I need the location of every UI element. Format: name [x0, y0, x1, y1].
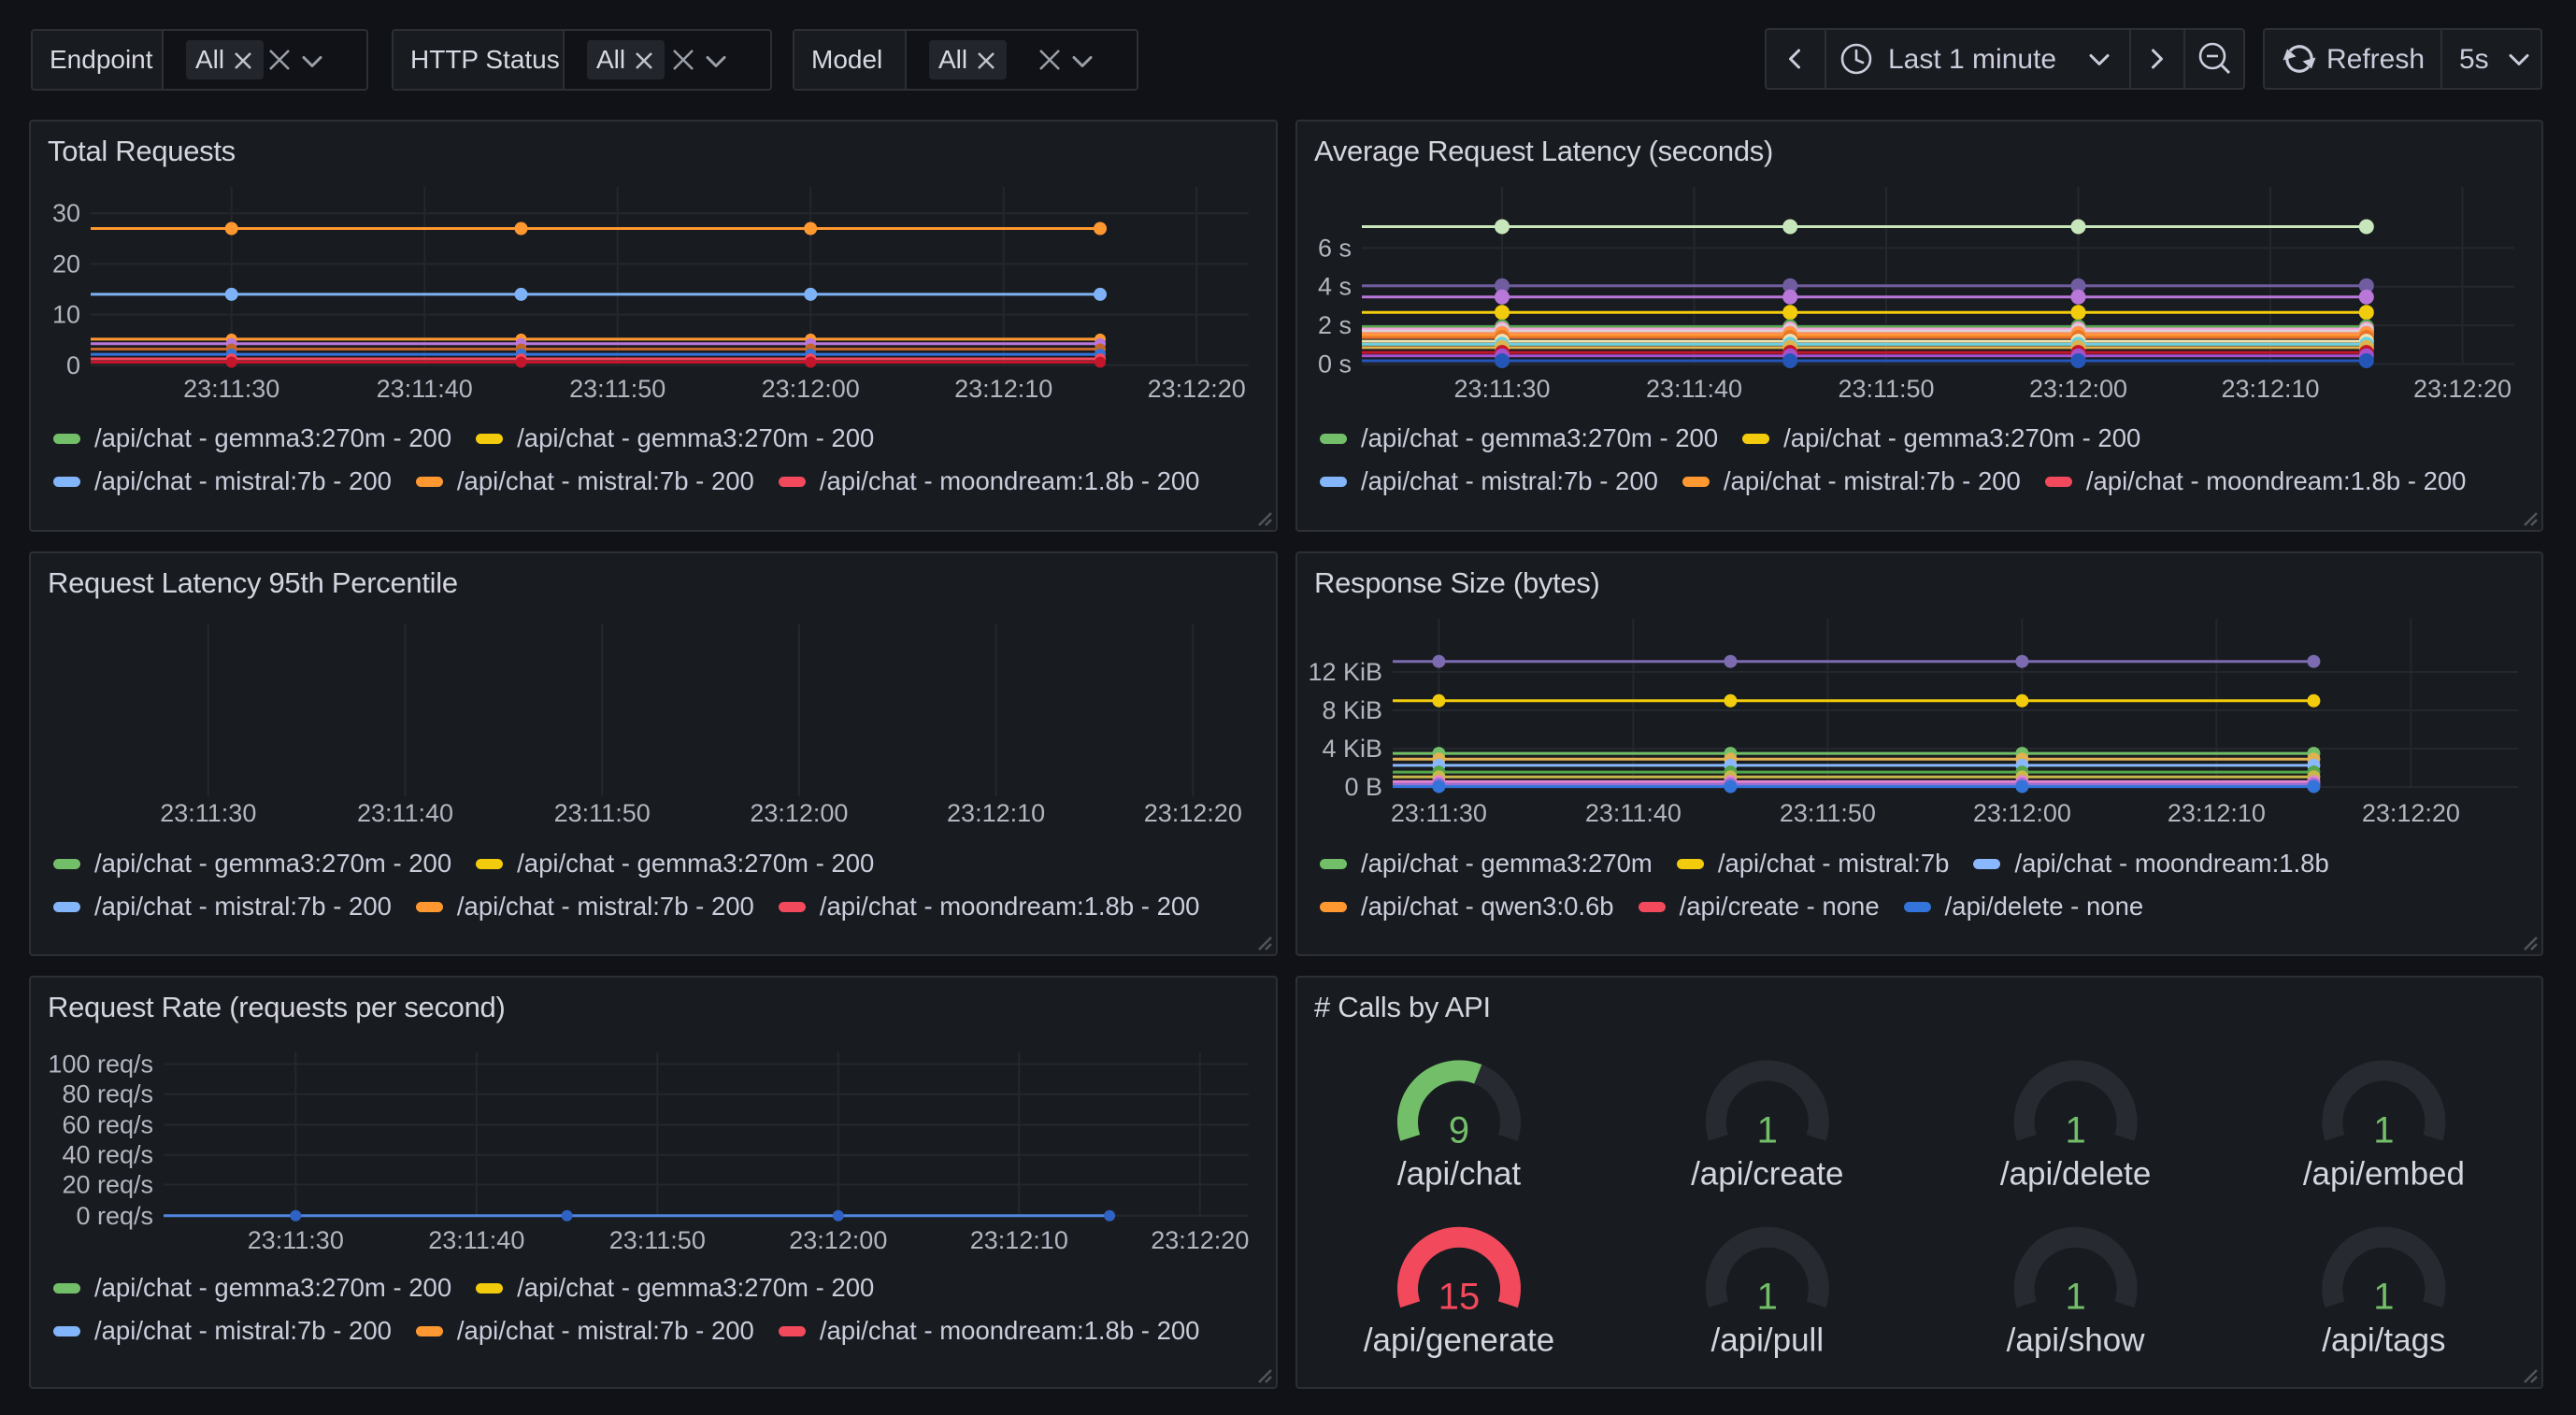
svg-text:23:12:20: 23:12:20 [1148, 375, 1246, 403]
svg-text:20: 20 [52, 250, 80, 278]
svg-text:1: 1 [2065, 1109, 2085, 1151]
svg-text:80 req/s: 80 req/s [62, 1080, 153, 1108]
svg-text:23:12:10: 23:12:10 [970, 1226, 1068, 1254]
svg-text:/api/pull: /api/pull [1710, 1322, 1824, 1359]
svg-text:23:11:40: 23:11:40 [357, 799, 453, 827]
svg-text:10: 10 [52, 301, 80, 329]
svg-text:23:11:40: 23:11:40 [428, 1226, 524, 1254]
svg-text:23:11:40: 23:11:40 [1585, 799, 1682, 827]
svg-text:8 KiB: 8 KiB [1322, 696, 1382, 724]
svg-text:23:12:00: 23:12:00 [1973, 799, 2071, 827]
svg-text:1: 1 [1757, 1109, 1778, 1151]
svg-text:23:11:40: 23:11:40 [377, 375, 473, 403]
svg-text:/api/generate: /api/generate [1364, 1322, 1554, 1359]
svg-text:20 req/s: 20 req/s [62, 1171, 153, 1199]
svg-text:40 req/s: 40 req/s [62, 1141, 153, 1169]
svg-text:23:11:30: 23:11:30 [1453, 375, 1550, 403]
svg-text:23:12:10: 23:12:10 [2221, 375, 2319, 403]
svg-text:/api/embed: /api/embed [2303, 1155, 2465, 1192]
svg-text:4 KiB: 4 KiB [1322, 735, 1382, 763]
svg-text:23:11:40: 23:11:40 [1646, 375, 1742, 403]
svg-text:15: 15 [1438, 1277, 1481, 1318]
svg-text:/api/chat: /api/chat [1397, 1155, 1522, 1192]
svg-text:23:11:30: 23:11:30 [160, 799, 256, 827]
svg-text:23:11:30: 23:11:30 [183, 375, 279, 403]
svg-text:23:11:50: 23:11:50 [1780, 799, 1876, 827]
svg-text:23:12:10: 23:12:10 [947, 799, 1045, 827]
svg-text:1: 1 [2373, 1109, 2394, 1151]
svg-text:23:11:50: 23:11:50 [609, 1226, 706, 1254]
svg-text:23:11:50: 23:11:50 [554, 799, 651, 827]
svg-text:23:12:00: 23:12:00 [2029, 375, 2127, 403]
svg-text:/api/show: /api/show [2007, 1322, 2146, 1359]
svg-text:100 req/s: 100 req/s [48, 1051, 153, 1079]
svg-text:0: 0 [66, 351, 80, 379]
svg-text:23:12:10: 23:12:10 [954, 375, 1052, 403]
svg-text:23:12:00: 23:12:00 [762, 375, 860, 403]
svg-text:23:12:20: 23:12:20 [2413, 375, 2512, 403]
svg-text:1: 1 [2065, 1277, 2085, 1318]
svg-text:0 s: 0 s [1318, 350, 1352, 379]
svg-text:0 B: 0 B [1344, 773, 1382, 801]
svg-text:1: 1 [2373, 1277, 2394, 1318]
svg-text:23:11:30: 23:11:30 [248, 1226, 344, 1254]
svg-text:23:12:20: 23:12:20 [1151, 1226, 1249, 1254]
svg-text:4 s: 4 s [1318, 273, 1352, 301]
svg-text:0 req/s: 0 req/s [76, 1202, 153, 1230]
svg-text:60 req/s: 60 req/s [62, 1111, 153, 1139]
svg-text:23:11:30: 23:11:30 [1391, 799, 1487, 827]
svg-text:2 s: 2 s [1318, 311, 1352, 339]
svg-text:/api/delete: /api/delete [2000, 1155, 2152, 1192]
svg-text:30: 30 [52, 199, 80, 227]
svg-text:/api/tags: /api/tags [2322, 1322, 2445, 1359]
svg-text:23:12:20: 23:12:20 [1144, 799, 1242, 827]
svg-text:23:11:50: 23:11:50 [569, 375, 665, 403]
svg-text:6 s: 6 s [1318, 234, 1352, 262]
svg-text:23:12:00: 23:12:00 [750, 799, 848, 827]
svg-text:23:12:20: 23:12:20 [2362, 799, 2460, 827]
svg-text:1: 1 [1757, 1277, 1778, 1318]
svg-text:23:12:10: 23:12:10 [2168, 799, 2266, 827]
svg-text:9: 9 [1449, 1109, 1469, 1151]
svg-text:23:12:00: 23:12:00 [789, 1226, 887, 1254]
svg-text:12 KiB: 12 KiB [1308, 658, 1382, 686]
svg-text:/api/create: /api/create [1691, 1155, 1843, 1192]
svg-text:23:11:50: 23:11:50 [1838, 375, 1934, 403]
